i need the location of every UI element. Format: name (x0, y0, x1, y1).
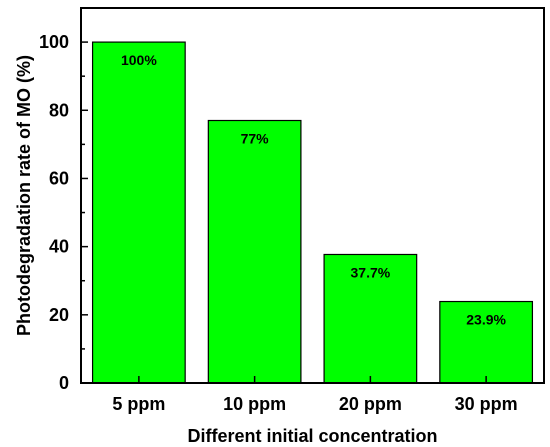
y-tick-label: 40 (49, 237, 69, 257)
x-axis-ticks: 5 ppm 10 ppm 20 ppm 30 ppm (112, 376, 518, 414)
x-tick-label: 20 ppm (339, 394, 402, 414)
bar-data-label: 100% (121, 52, 157, 68)
y-tick-label: 60 (49, 168, 69, 188)
bar (207, 119, 302, 384)
bar (439, 300, 534, 384)
x-tick-label: 10 ppm (223, 394, 286, 414)
x-tick-label: 5 ppm (112, 394, 165, 414)
y-tick-label: 20 (49, 305, 69, 325)
x-tick-label: 30 ppm (455, 394, 518, 414)
y-axis-ticks: 0 20 40 60 80 100 (39, 7, 88, 393)
bar-data-label: 77% (241, 131, 270, 147)
bar-data-label: 37.7% (351, 264, 391, 280)
plot-frame (80, 7, 545, 384)
y-tick-label: 80 (49, 100, 69, 120)
bar (323, 253, 418, 384)
bar (91, 41, 186, 384)
y-axis-title: Photodegradation rate of MO (%) (14, 55, 34, 336)
bars-group: 100% 77% 37.7% 23.9% (91, 41, 534, 384)
y-tick-label: 0 (59, 373, 69, 393)
bar-data-label: 23.9% (466, 312, 506, 328)
y-tick-label: 100 (39, 32, 69, 52)
x-axis-title: Different initial concentration (187, 426, 437, 446)
